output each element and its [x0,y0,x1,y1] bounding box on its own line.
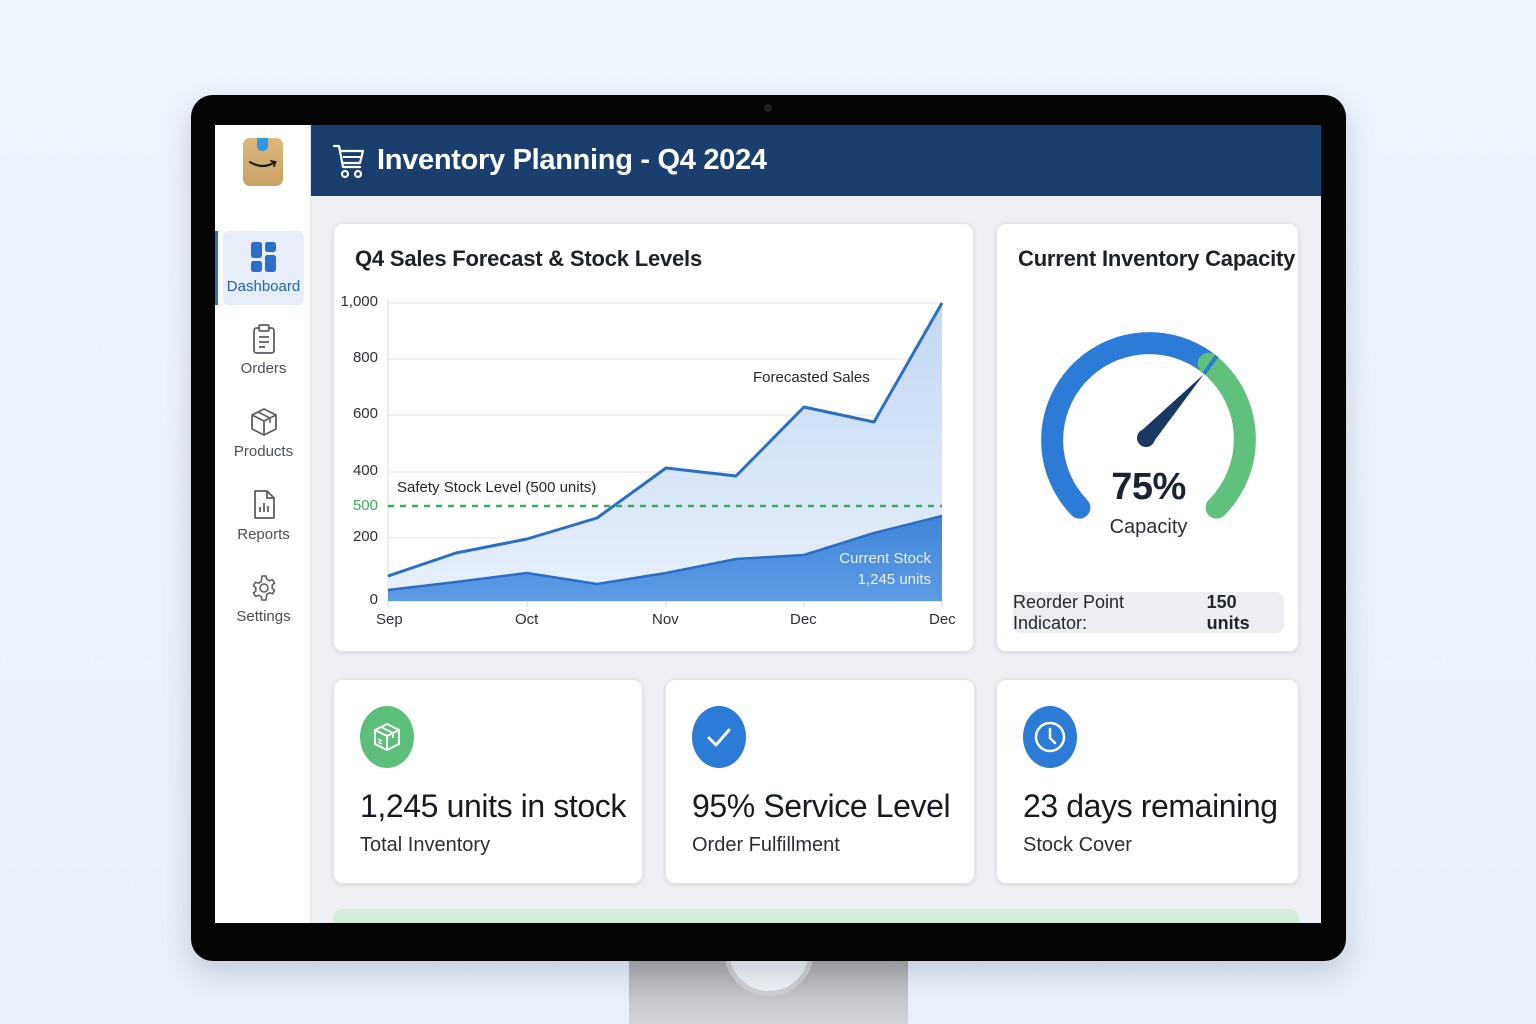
y-tick-600: 600 [352,405,378,422]
box-icon [250,407,277,436]
shopping-cart-icon [333,144,365,178]
sidebar: Dashboard Orders Products [215,125,311,923]
x-tick-label: Dec [929,611,956,628]
sidebar-item-reports[interactable]: Reports [223,479,304,553]
stock-area [388,516,942,601]
sidebar-item-orders[interactable]: Orders [223,313,304,387]
x-tick-label: Sep [376,611,403,628]
capacity-title: Current Inventory Capacity [1018,246,1296,271]
gauge-arc-secondary [1197,352,1256,519]
reorder-point-indicator: Reorder Point Indicator: 150 units [1013,592,1284,633]
gear-icon [252,574,275,601]
capacity-caption: Capacity [1109,516,1188,538]
stat-value: 1,245 units in stock [360,788,626,824]
stock-annotation-line1: Current Stock [839,550,931,567]
stock-annotation-line2: 1,245 units [857,571,931,588]
page-title: Inventory Planning - Q4 2024 [377,144,767,176]
gauge-needle-hub [1137,429,1155,447]
clock-icon [1023,706,1077,768]
app-screen: Dashboard Orders Products [215,125,1321,923]
y-tick-0: 0 [369,591,378,608]
forecast-area [388,303,942,601]
x-ticks [387,601,943,607]
active-nav-indicator [215,231,218,305]
stat-card-service-level: 95% Service Level Order Fulfillment [665,679,975,884]
gauge-needle [1140,374,1204,444]
x-tick-label: Nov [652,611,679,628]
chart-title: Q4 Sales Forecast & Stock Levels [355,246,702,271]
sidebar-item-label: Settings [236,607,291,625]
sidebar-item-settings[interactable]: Settings [223,562,304,636]
stat-label: Order Fulfillment [692,834,840,856]
y-tick-safety-500: 500 [352,497,378,514]
y-tick-400: 400 [352,462,378,479]
package-box-icon [360,706,414,768]
safety-stock-annotation: Safety Stock Level (500 units) [397,479,597,496]
sidebar-item-label: Orders [240,359,287,377]
stock-line [387,514,943,592]
gauge-arc-primary [1041,332,1220,519]
status-banner [333,909,1299,923]
y-tick-1000: 1,000 [340,293,378,310]
y-tick-200: 200 [352,528,378,545]
capacity-value: 75% [1111,466,1186,508]
sidebar-item-products[interactable]: Products [223,396,304,470]
logo-tape [257,138,268,151]
sidebar-item-label: Dashboard [226,277,301,295]
stat-card-total-inventory: 1,245 units in stock Total Inventory [333,679,643,884]
x-tick-label: Oct [515,611,539,628]
sidebar-item-label: Reports [237,525,290,543]
forecast-chart [387,299,944,607]
x-tick-label: Dec [790,611,817,628]
forecast-annotation: Forecasted Sales [753,369,870,386]
clipboard-icon [252,323,275,354]
sidebar-item-label: Products [233,442,294,460]
capacity-gauge-card: Current Inventory Capacity 75% Capacity … [996,223,1299,652]
app-logo[interactable] [243,138,283,186]
reorder-label: Reorder Point Indicator: [1013,591,1125,633]
stat-card-stock-cover: 23 days remaining Stock Cover [996,679,1299,884]
capacity-gauge [1041,332,1256,519]
webcam [764,104,772,112]
reorder-value: 150 units [1206,591,1250,633]
stat-value: 23 days remaining [1023,788,1278,824]
forecast-chart-card: Q4 Sales Forecast & Stock Levels [333,223,974,652]
stat-label: Total Inventory [360,834,491,856]
checkmark-icon [692,706,746,768]
sidebar-item-dashboard[interactable]: Dashboard [223,231,304,305]
y-tick-800: 800 [352,349,378,366]
stat-value: 95% Service Level [692,788,951,824]
dashboard-grid-icon [250,241,276,272]
stat-label: Stock Cover [1023,834,1132,856]
smile-arrow-icon [249,160,277,168]
forecast-line [387,302,944,578]
app-header: Inventory Planning - Q4 2024 [311,125,1321,196]
report-document-icon [253,489,275,519]
